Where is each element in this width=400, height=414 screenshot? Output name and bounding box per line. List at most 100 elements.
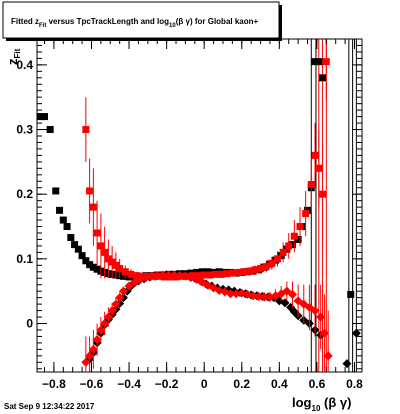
data-point-square [52, 187, 60, 195]
data-point-square [63, 223, 71, 231]
data-point-diamond [111, 299, 121, 309]
data-point-square [74, 245, 82, 253]
data-point-square [116, 265, 124, 273]
data-point-diamond [100, 319, 110, 329]
data-point-square [322, 58, 330, 66]
data-point-square [288, 241, 296, 249]
data-point-square [82, 126, 90, 134]
data-point-diamond [254, 291, 264, 301]
data-point-diamond [88, 344, 98, 354]
data-marks [37, 39, 361, 372]
data-point-square [119, 272, 127, 280]
data-point-square [138, 272, 146, 280]
data-point-diamond [231, 289, 241, 299]
data-point-diamond [85, 351, 95, 361]
data-point-square [240, 268, 248, 276]
data-point-diamond [287, 289, 297, 299]
axis-ticks: −0.8 −0.6 −0.4 −0.2 0 0.2 0.4 0.6 0.8 0 0.1 0.2 0.3 0… [16, 39, 363, 391]
x-tick-label: 0.2 [233, 377, 250, 391]
data-point-square [46, 126, 54, 134]
data-point-square [285, 242, 293, 250]
data-point-diamond [81, 357, 91, 367]
data-point-square [228, 269, 236, 277]
data-point-square [290, 232, 298, 240]
data-point-square [245, 267, 253, 275]
data-point-square [93, 229, 101, 237]
data-point-square [86, 187, 94, 195]
data-point-square [86, 261, 94, 269]
y-tick-label: 0 [26, 317, 33, 331]
x-tick-label: −0.6 [80, 377, 104, 391]
data-point-square [319, 74, 327, 82]
data-point-square [223, 270, 231, 278]
data-point-diamond [107, 306, 117, 316]
x-tick-label: 0 [201, 377, 208, 391]
data-point-square [195, 272, 203, 280]
data-point-square [257, 265, 265, 273]
data-point-square [104, 255, 112, 263]
data-point-diamond [147, 271, 157, 281]
data-point-square [311, 151, 319, 159]
data-point-square [93, 265, 101, 273]
data-point-square [273, 255, 281, 263]
data-point-square [71, 241, 79, 249]
x-tick-label: 0.4 [271, 377, 288, 391]
data-point-diamond [310, 306, 320, 316]
data-point-square [200, 271, 208, 279]
plot-frame [36, 38, 363, 373]
data-point-diamond [164, 270, 174, 280]
data-point-diamond [152, 271, 162, 281]
data-point-diamond [124, 281, 134, 291]
y-axis-label: zFit [5, 48, 22, 65]
data-point-diamond [259, 292, 269, 302]
data-point-square [82, 257, 90, 265]
y-tick-label: 0.2 [16, 187, 33, 201]
y-tick-label: 0.3 [16, 123, 33, 137]
data-point-square [211, 270, 219, 278]
data-point-diamond [169, 270, 179, 280]
x-tick-label: −0.8 [42, 377, 66, 391]
data-point-square [302, 210, 310, 218]
data-point-square [78, 252, 86, 260]
data-point-square [41, 113, 49, 121]
data-point-square [268, 259, 276, 267]
data-point-square [127, 270, 135, 278]
data-point-square [217, 270, 225, 278]
data-point-square [101, 248, 109, 256]
data-point-square [59, 216, 67, 224]
plot-border [36, 38, 363, 373]
data-point-square [296, 223, 304, 231]
data-point-diamond [118, 286, 128, 296]
data-point-square [307, 180, 315, 188]
x-axis-label: log10 (β γ) [292, 395, 351, 413]
data-point-square [279, 248, 287, 256]
data-point-diamond [175, 271, 185, 281]
title-box [2, 1, 280, 39]
data-point-diamond [92, 335, 102, 345]
data-point-diamond [342, 359, 352, 369]
y-tick-label: 0.4 [16, 58, 33, 72]
data-point-diamond [316, 312, 326, 322]
data-point-square [121, 268, 129, 276]
x-tick-label: −0.4 [117, 377, 141, 391]
data-point-square [108, 258, 116, 266]
data-point-square [347, 290, 355, 298]
data-point-square [315, 164, 323, 172]
data-point-square [133, 272, 141, 280]
x-tick-label: 0.8 [346, 377, 363, 391]
data-point-square [294, 235, 302, 243]
data-point-square [234, 268, 242, 276]
chart-title: Fitted zFit versus TpcTrackLength and lo… [11, 17, 259, 29]
data-point-diamond [96, 325, 106, 335]
data-point-square [89, 263, 97, 271]
x-tick-label: 0.6 [309, 377, 326, 391]
data-point-square [315, 58, 323, 66]
data-point-square [97, 242, 105, 250]
data-point-square [262, 263, 270, 271]
data-point-diamond [319, 328, 329, 338]
data-point-square [56, 206, 64, 214]
data-point-square [319, 190, 327, 198]
data-point-square [89, 203, 97, 211]
data-point-square [206, 271, 214, 279]
